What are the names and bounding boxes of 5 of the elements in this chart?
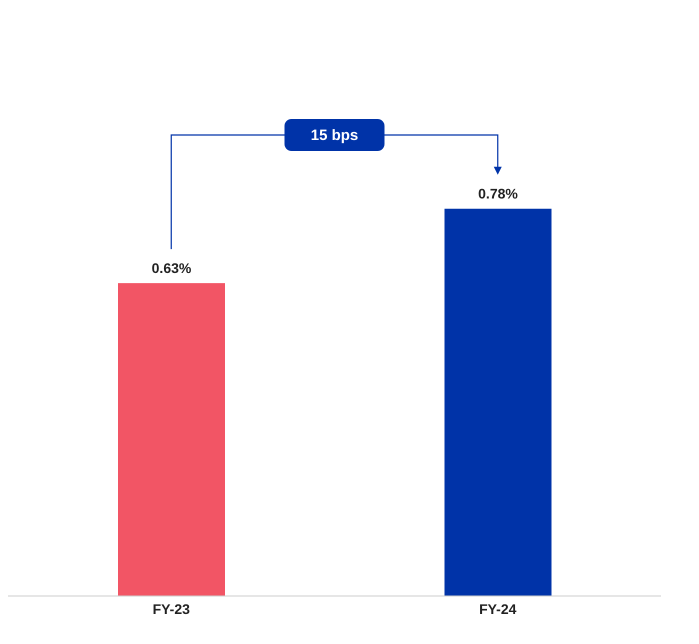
data-label: 0.78% — [478, 186, 518, 202]
x-tick-label: FY-23 — [152, 600, 190, 617]
data-label: 0.63% — [152, 260, 192, 276]
x-tick-label: FY-24 — [479, 600, 517, 617]
text: 15 bps — [310, 127, 358, 144]
